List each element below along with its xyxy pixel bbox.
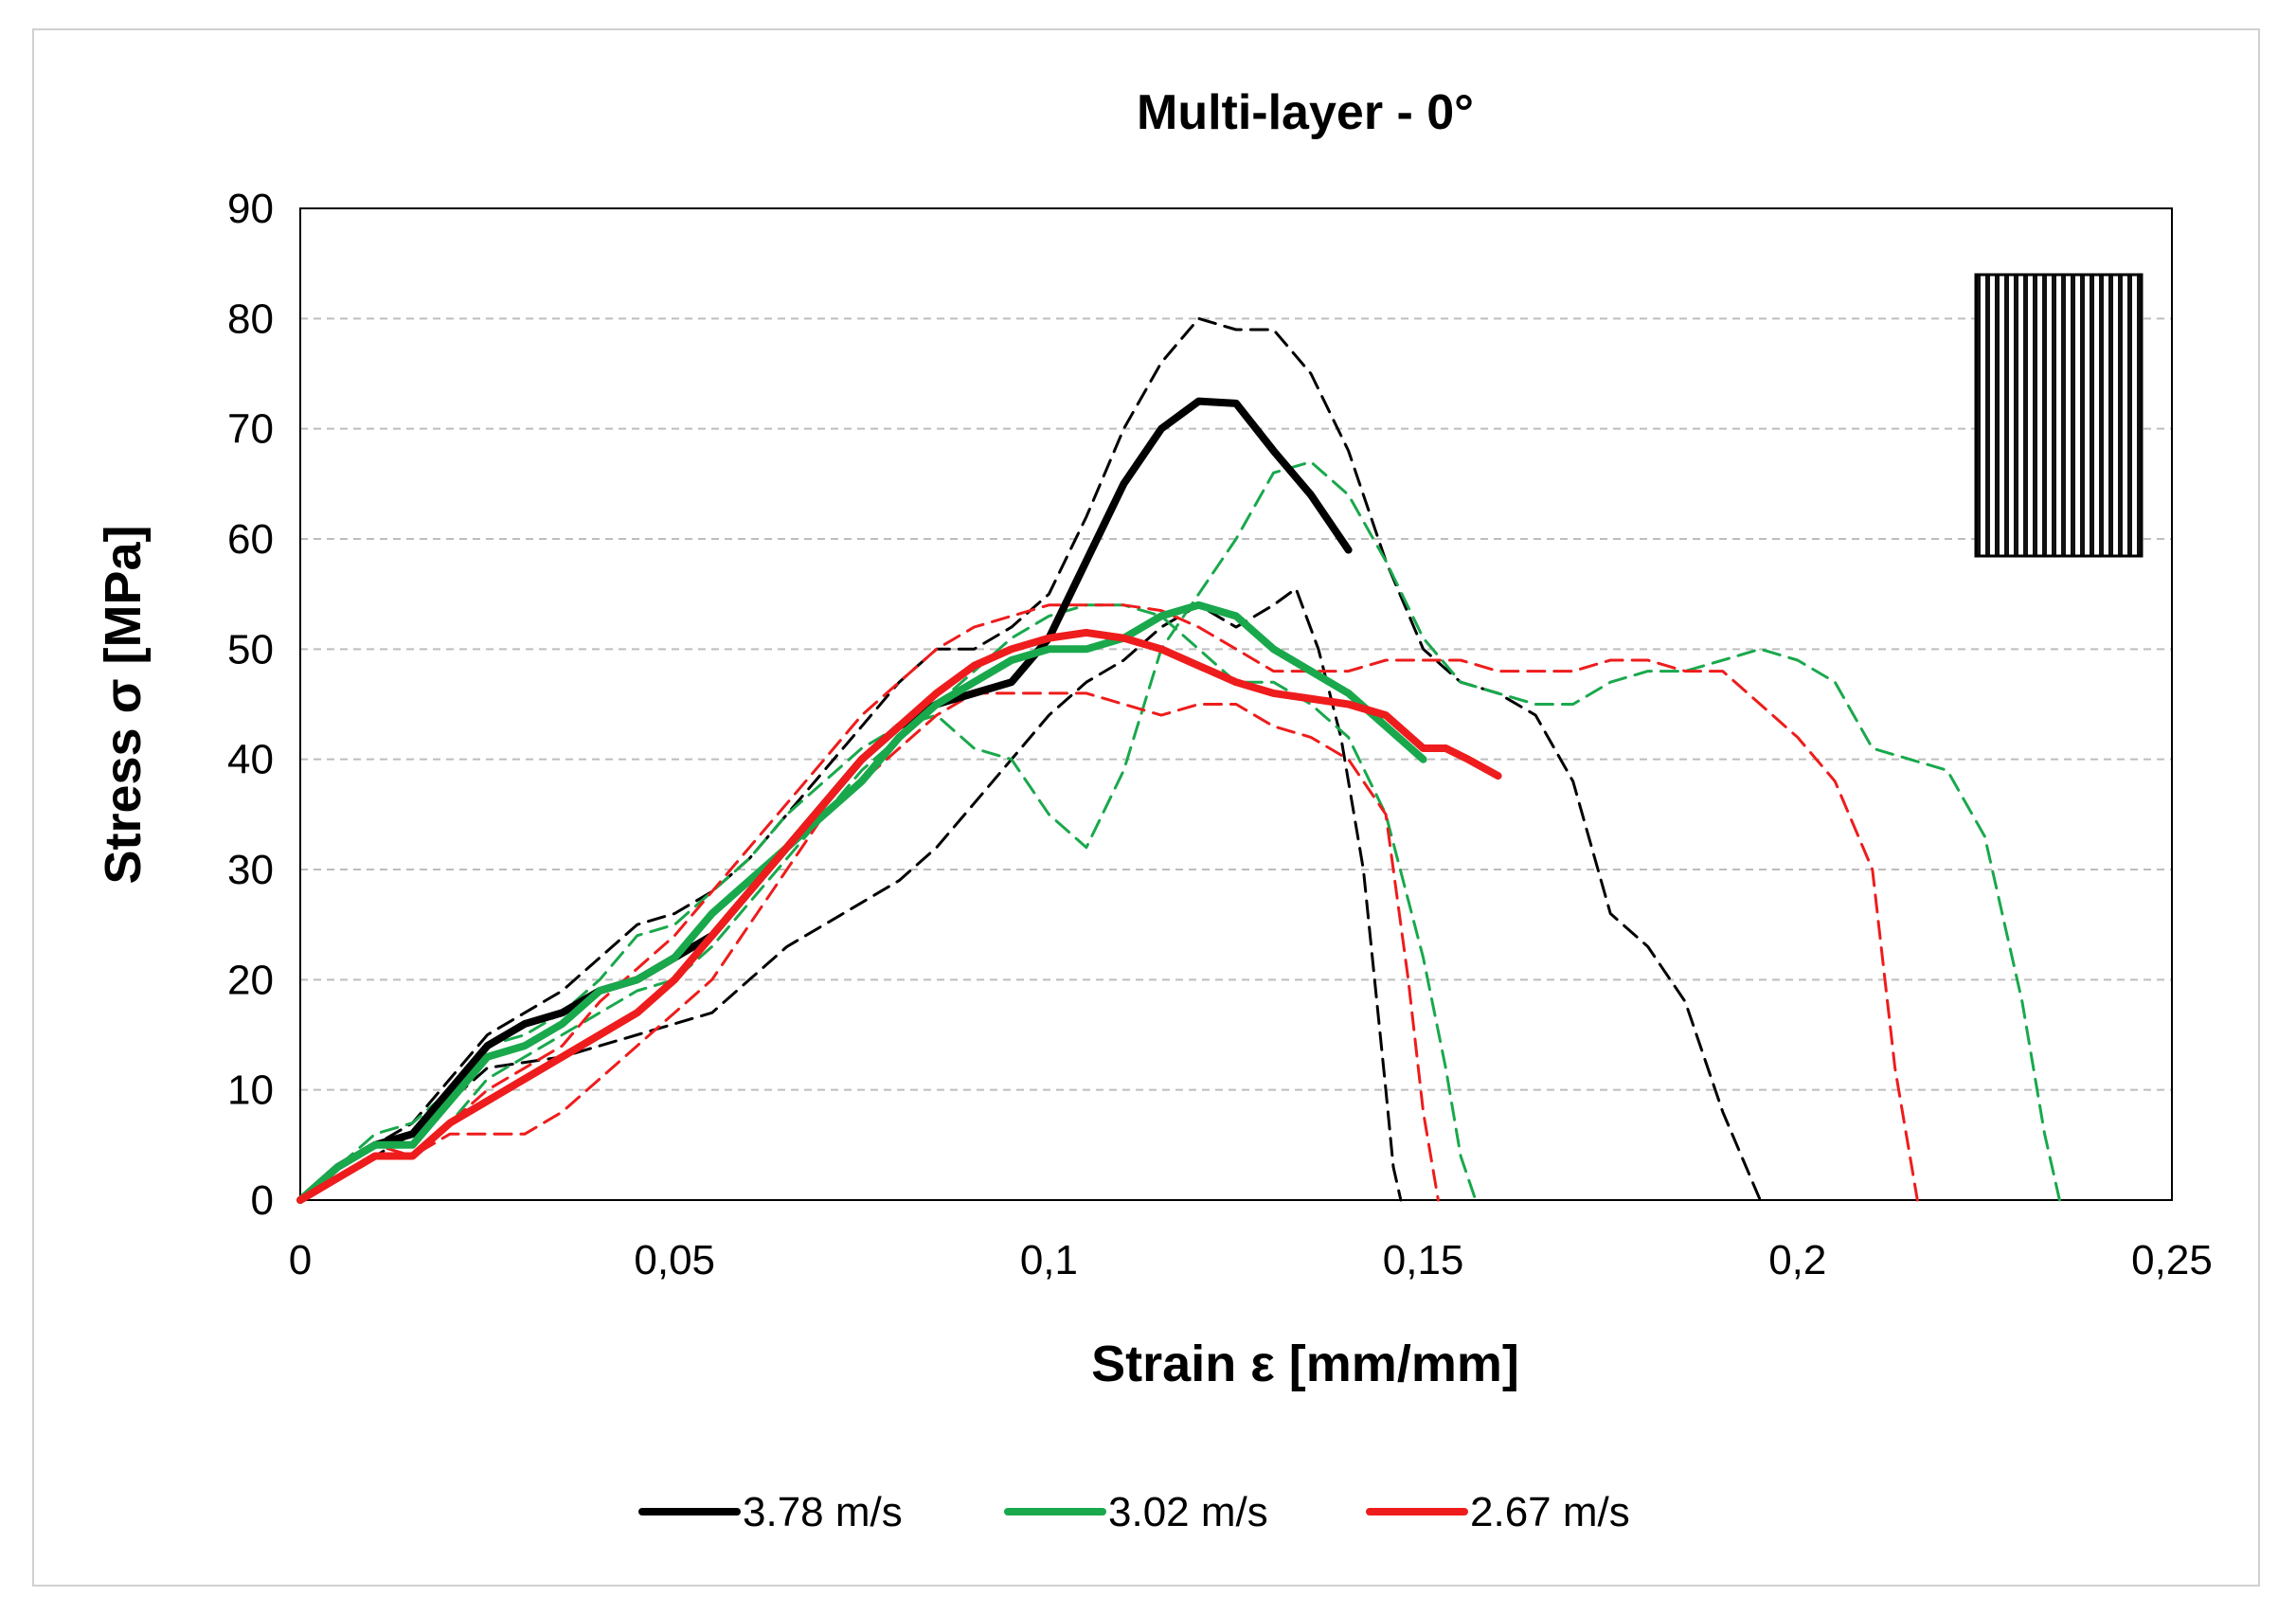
series-line-mean	[296, 601, 1427, 1204]
y-tick-label: 0	[251, 1177, 274, 1224]
x-axis-title: Strain ε [mm/mm]	[1091, 1336, 1519, 1392]
series-layer	[296, 316, 2061, 1204]
plot-area-border	[299, 207, 2173, 1201]
y-tick-label: 90	[227, 186, 274, 232]
y-tick-labels: 0 10 20 30 40 50 60 70 80 90	[227, 186, 274, 1224]
x-tick-label: 0,05	[634, 1237, 715, 1283]
x-tick-label: 0,25	[2131, 1237, 2213, 1283]
x-tick-label: 0,2	[1768, 1237, 1826, 1283]
x-tick-labels: 0 0,05 0,1 0,15 0,2 0,25	[289, 1237, 2213, 1283]
y-tick-label: 80	[227, 296, 274, 342]
legend-item: 2.67 m/s	[1366, 1489, 1630, 1535]
series-line-dashed	[298, 691, 1440, 1202]
x-tick-label: 0	[289, 1237, 312, 1283]
series-line-dashed	[298, 603, 1919, 1202]
chart-canvas: Multi-layer - 0° 0 0,05 0,1 0,15 0,2 0,25 0 10…	[95, 85, 2213, 1535]
y-tick-label: 30	[227, 847, 274, 893]
series-line-dashed	[298, 460, 2061, 1202]
chart-title: Multi-layer - 0°	[1137, 85, 1474, 140]
specimen-icon	[1974, 273, 2144, 558]
legend-label: 3.02 m/s	[1108, 1489, 1268, 1535]
legend-label: 2.67 m/s	[1470, 1489, 1630, 1535]
x-tick-label: 0,15	[1383, 1237, 1464, 1283]
legend-item: 3.02 m/s	[1004, 1489, 1268, 1535]
y-axis-title: Stress σ [MPa]	[95, 525, 152, 884]
y-tick-label: 60	[227, 516, 274, 563]
y-tick-label: 40	[227, 737, 274, 783]
series-line-dashed	[298, 586, 1403, 1202]
chart-frame: Multi-layer - 0° 0 0,05 0,1 0,15 0,2 0,25 0 10…	[32, 28, 2260, 1587]
series-line-mean	[296, 628, 1502, 1204]
legend-label: 3.78 m/s	[743, 1489, 903, 1535]
x-tick-label: 0,1	[1020, 1237, 1078, 1283]
y-tick-label: 20	[227, 957, 274, 1003]
y-tick-label: 70	[227, 406, 274, 453]
y-tick-label: 10	[227, 1067, 274, 1114]
y-tick-label: 50	[227, 626, 274, 672]
legend-item: 3.78 m/s	[638, 1489, 903, 1535]
legend: 3.78 m/s 3.02 m/s 2.67 m/s	[638, 1489, 1630, 1535]
